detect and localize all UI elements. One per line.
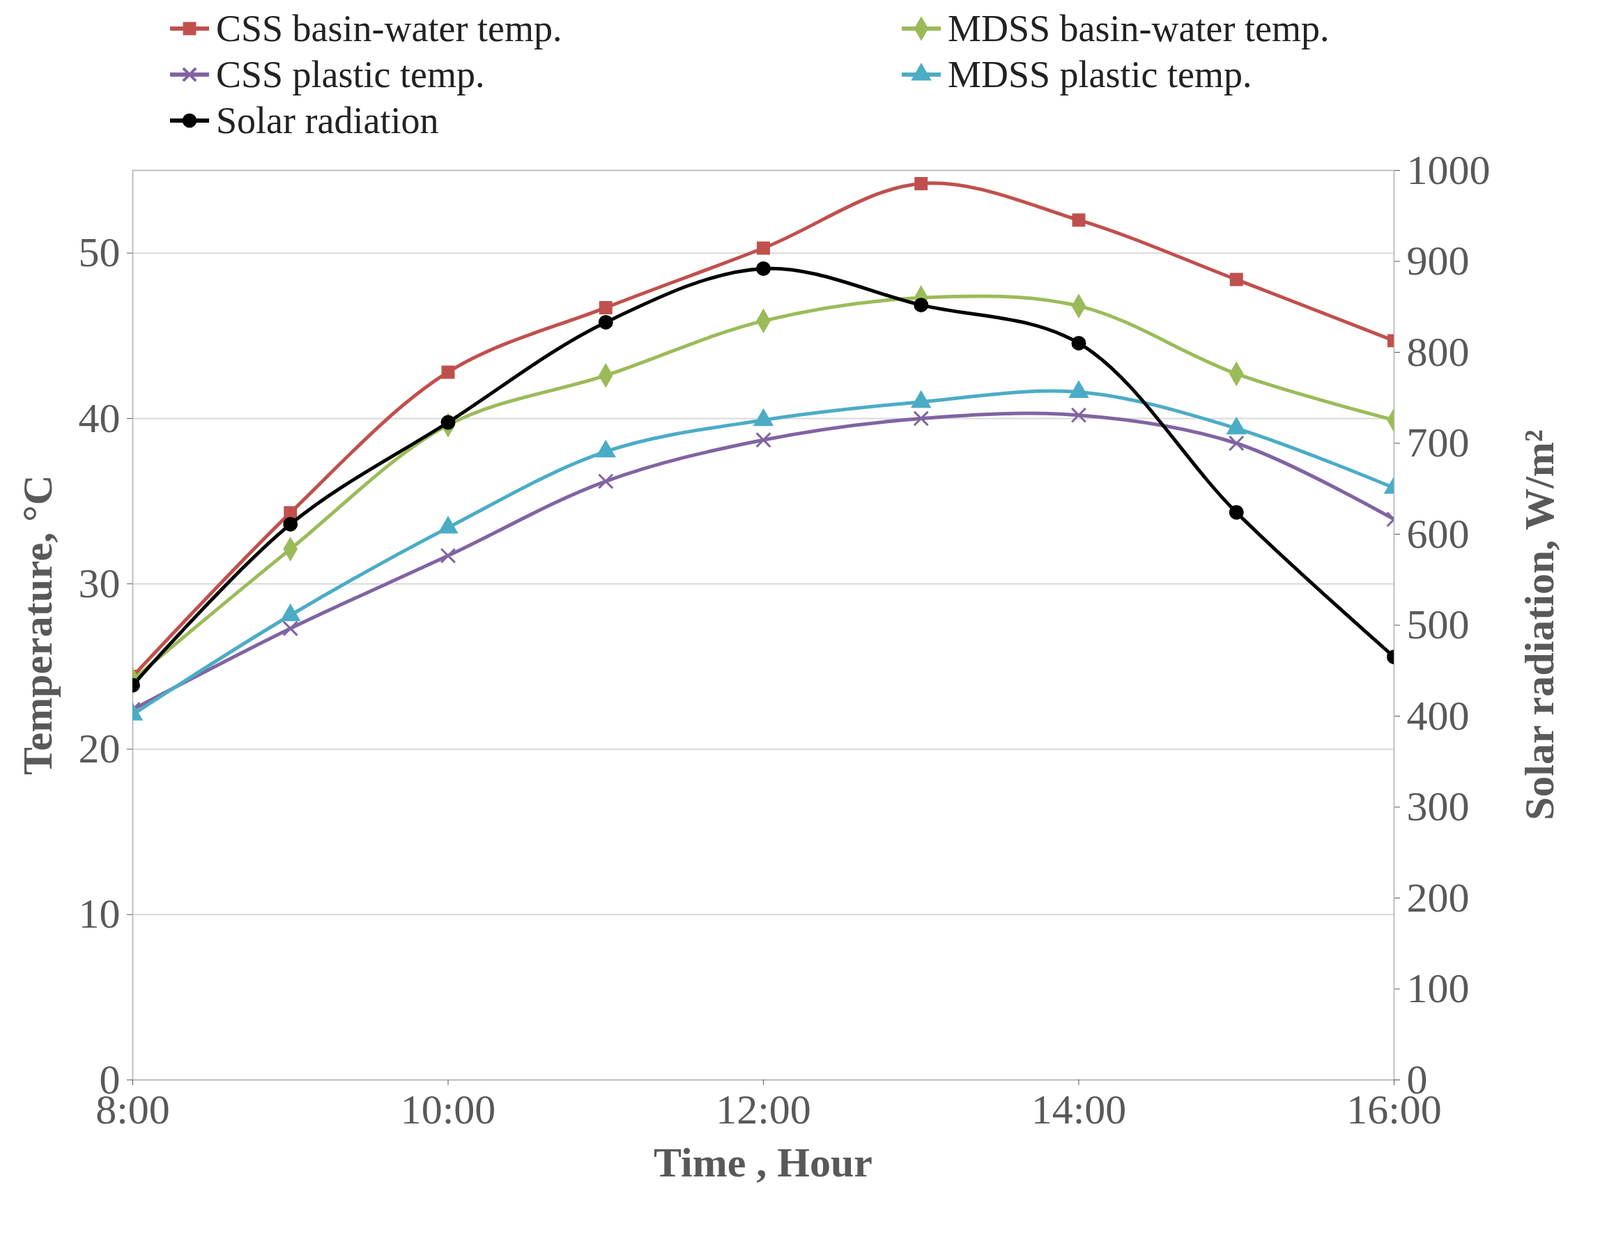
svg-text:300: 300 (1406, 783, 1470, 830)
svg-text:400: 400 (1406, 692, 1470, 739)
html-text:Time , Hour: Time , Hour (653, 1139, 873, 1186)
svg-text:16:00: 16:00 (1346, 1086, 1442, 1133)
svg-text:100: 100 (1406, 965, 1470, 1012)
svg-text:12:00: 12:00 (715, 1086, 812, 1133)
html-text:Solar radiation: Solar radiation (216, 99, 439, 142)
svg-text:40: 40 (78, 395, 121, 442)
svg-text:600: 600 (1406, 510, 1470, 557)
svg-text:1000: 1000 (1406, 147, 1491, 194)
html-text:CSS plastic temp.: CSS plastic temp. (216, 53, 485, 96)
svg-text:0: 0 (1406, 1056, 1428, 1103)
html-text:Solar radiation, W/m²: Solar radiation, W/m² (1516, 429, 1563, 821)
html-text:MDSS plastic temp.: MDSS plastic temp. (947, 53, 1252, 96)
svg-text:800: 800 (1406, 328, 1470, 375)
svg-text:0: 0 (99, 1056, 121, 1103)
svg-text:20: 20 (78, 725, 121, 772)
svg-text:8:00: 8:00 (95, 1086, 171, 1133)
html-text:MDSS basin-water temp.: MDSS basin-water temp. (947, 7, 1330, 50)
svg-text:50: 50 (78, 229, 121, 276)
svg-text:10:00: 10:00 (400, 1086, 497, 1133)
svg-text:10: 10 (78, 890, 121, 937)
html-text:Temperature, °C: Temperature, °C (14, 474, 61, 775)
svg-text:14:00: 14:00 (1031, 1086, 1127, 1133)
svg-text:200: 200 (1406, 874, 1470, 921)
svg-text:700: 700 (1406, 419, 1470, 466)
svg-text:30: 30 (78, 560, 121, 607)
svg-text:500: 500 (1406, 601, 1470, 648)
svg-text:900: 900 (1406, 237, 1470, 284)
html-text:CSS basin-water temp.: CSS basin-water temp. (216, 7, 563, 50)
